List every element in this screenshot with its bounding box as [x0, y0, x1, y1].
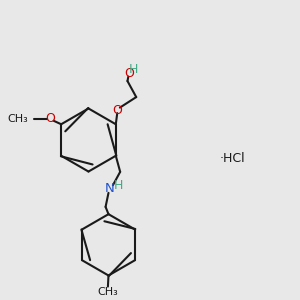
Text: H: H	[113, 179, 123, 192]
Text: CH₃: CH₃	[98, 286, 118, 297]
Text: O: O	[112, 104, 122, 117]
Text: O: O	[45, 112, 55, 125]
Text: O: O	[124, 67, 134, 80]
Text: H: H	[129, 63, 139, 76]
Text: CH₃: CH₃	[8, 114, 28, 124]
Text: ·HCl: ·HCl	[220, 152, 245, 166]
Text: N: N	[104, 182, 114, 195]
